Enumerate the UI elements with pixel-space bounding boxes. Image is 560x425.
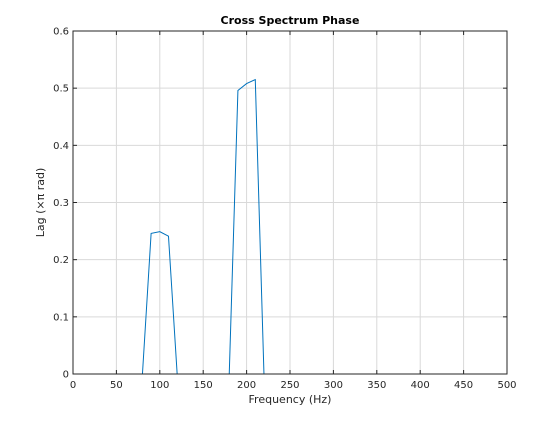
y-tick-label-2: 0.2 xyxy=(53,255,69,266)
x-tick-label-4: 200 xyxy=(237,380,256,391)
x-tick-label-7: 350 xyxy=(367,380,386,391)
y-axis-label: Lag (×π rad) xyxy=(34,168,47,238)
x-tick-label-10: 500 xyxy=(497,380,516,391)
y-tick-label-4: 0.4 xyxy=(53,141,69,152)
grid xyxy=(73,31,507,374)
x-tick-label-1: 50 xyxy=(110,380,123,391)
x-tick-label-5: 250 xyxy=(280,380,299,391)
x-tick-label-2: 100 xyxy=(150,380,169,391)
x-axis-label: Frequency (Hz) xyxy=(249,393,332,406)
x-tick-label-6: 300 xyxy=(324,380,343,391)
x-tick-label-8: 400 xyxy=(411,380,430,391)
chart-title: Cross Spectrum Phase xyxy=(221,14,360,27)
y-tick-label-3: 0.3 xyxy=(53,198,69,209)
x-tick-label-0: 0 xyxy=(70,380,76,391)
y-tick-label-1: 0.1 xyxy=(53,312,69,323)
y-tick-label-5: 0.5 xyxy=(53,84,69,95)
x-tick-label-9: 450 xyxy=(454,380,473,391)
y-tick-label-6: 0.6 xyxy=(53,27,69,38)
x-tick-label-3: 150 xyxy=(194,380,213,391)
tick-layer: 0 50 100 150 200 250 300 350 400 450 500 0 0.1 0.2 0.3… xyxy=(53,27,516,392)
y-tick-label-0: 0 xyxy=(63,370,69,381)
